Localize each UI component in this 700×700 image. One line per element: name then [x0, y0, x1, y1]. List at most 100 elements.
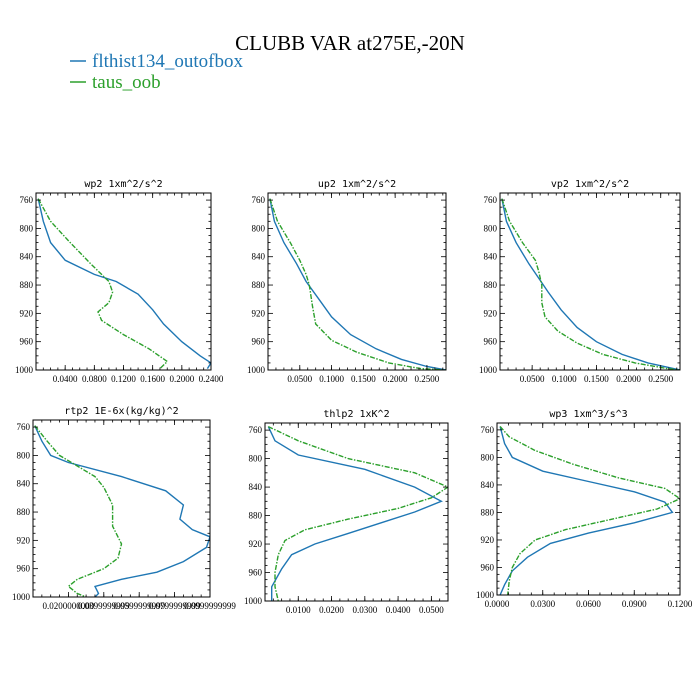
x-tick-label: 0.0200000000 [43, 601, 95, 611]
panels: wp2 1xm^2/s^2 760 800 840 880 920 960 1000 0.040… [12, 179, 693, 615]
y-tick-label: 1000 [15, 365, 34, 375]
y-tick-label: 1000 [244, 596, 263, 606]
x-tick-label: 0.1200 [668, 599, 693, 609]
y-tick-label: 880 [481, 507, 495, 517]
x-tick-label: 0.1000 [552, 374, 577, 384]
series-line-flthist134-outofbox [37, 198, 211, 369]
series-line-taus-oob [269, 198, 446, 370]
y-tick-label: 800 [484, 223, 498, 233]
legend-label-series-1: flthist134_outofbox [92, 51, 243, 72]
x-tick-label: 0.1500 [351, 374, 376, 384]
x-tick-label: 0.0500 [419, 605, 444, 615]
y-tick-label: 760 [249, 425, 263, 435]
x-tick-label: 0.2500 [648, 374, 673, 384]
legend: flthist134_outofbox taus_oob [70, 51, 243, 93]
y-tick-label: 800 [17, 450, 31, 460]
x-tick-label: 0.1600 [140, 374, 165, 384]
y-tick-label: 960 [484, 337, 498, 347]
y-tick-label: 760 [20, 195, 34, 205]
y-tick-label: 920 [481, 535, 495, 545]
plot-frame [32, 419, 211, 598]
panel-3: vp2 1xm^2/s^2 760 800 840 880 920 960 1000 0.050… [479, 179, 681, 384]
x-tick-label: 0.0900 [622, 599, 647, 609]
y-tick-label: 960 [249, 568, 263, 578]
y-tick-label: 840 [252, 252, 266, 262]
plot-frame [496, 422, 681, 596]
panel-title: thlp2 1xK^2 [323, 409, 389, 420]
x-tick-label: 0.2400 [199, 374, 224, 384]
series-line-taus-oob [34, 425, 123, 597]
panel-title: vp2 1xm^2/s^2 [551, 179, 629, 190]
x-tick-label: 0.0400 [53, 374, 78, 384]
x-tick-label: 0.2000 [616, 374, 641, 384]
series-line-flthist134-outofbox [34, 425, 210, 597]
y-tick-label: 800 [481, 452, 495, 462]
y-tick-label: 880 [17, 507, 31, 517]
x-tick-label: 0.0400 [386, 605, 411, 615]
y-tick-label: 1000 [247, 365, 266, 375]
x-tick-label: 0.0100 [286, 605, 311, 615]
x-tick-label: 0.0599999999 [113, 601, 165, 611]
legend-label-series-2: taus_oob [92, 72, 161, 93]
x-tick-label: 0.2000 [383, 374, 408, 384]
series-line-flthist134-outofbox [269, 198, 446, 370]
x-tick-label: 0.0800 [82, 374, 107, 384]
y-tick-label: 880 [20, 280, 34, 290]
figure-title: CLUBB VAR at275E,-20N [235, 31, 465, 55]
y-tick-label: 760 [252, 195, 266, 205]
y-tick-label: 840 [249, 482, 263, 492]
y-tick-label: 1000 [479, 365, 498, 375]
y-tick-label: 800 [252, 223, 266, 233]
y-tick-label: 1000 [476, 590, 495, 600]
x-tick-label: 0.0300 [530, 599, 555, 609]
x-tick-label: 0.0399999999 [78, 601, 130, 611]
y-tick-label: 920 [484, 308, 498, 318]
y-tick-label: 800 [249, 454, 263, 464]
y-tick-label: 960 [20, 337, 34, 347]
y-tick-label: 840 [17, 479, 31, 489]
series-line-taus-oob [501, 198, 680, 370]
y-tick-label: 920 [252, 308, 266, 318]
x-tick-label: 0.1500 [584, 374, 609, 384]
y-tick-label: 960 [481, 562, 495, 572]
panel-4: rtp2 1E-6x(kg/kg)^2 760 800 840 880 920 960 100… [12, 406, 236, 611]
panel-6: wp3 1xm^3/s^3 760 800 840 880 920 960 10000.000… [476, 409, 693, 609]
panel-2: up2 1xm^2/s^2 760 800 840 880 920 960 1000 0.050… [247, 179, 447, 384]
x-tick-label: 0.2000 [169, 374, 194, 384]
series-line-flthist134-outofbox [499, 426, 674, 595]
y-tick-label: 760 [17, 422, 31, 432]
x-tick-label: 0.1000 [319, 374, 344, 384]
x-tick-label: 0.0000 [485, 599, 510, 609]
series-line-flthist134-outofbox [267, 426, 443, 601]
x-tick-label: 0.0300 [352, 605, 377, 615]
y-tick-label: 920 [17, 535, 31, 545]
y-tick-label: 880 [484, 280, 498, 290]
x-tick-label: 0.2500 [415, 374, 440, 384]
y-tick-label: 920 [20, 308, 34, 318]
y-tick-label: 880 [252, 280, 266, 290]
y-tick-label: 880 [249, 511, 263, 521]
panel-title: wp3 1xm^3/s^3 [549, 409, 627, 420]
y-tick-label: 960 [17, 564, 31, 574]
x-tick-label: 0.0500 [287, 374, 312, 384]
plot-frame [264, 422, 449, 602]
x-tick-label: 0.0200 [319, 605, 344, 615]
plot-frame [499, 192, 681, 371]
x-tick-label: 0.0500 [520, 374, 545, 384]
plot-frame [267, 192, 447, 371]
panel-title: up2 1xm^2/s^2 [318, 179, 396, 190]
y-tick-label: 800 [20, 223, 34, 233]
x-tick-label: 0.0999999999 [184, 601, 236, 611]
x-tick-label: 0.1200 [111, 374, 136, 384]
series-line-taus-oob [268, 425, 448, 601]
panel-title: rtp2 1E-6x(kg/kg)^2 [64, 406, 178, 417]
panel-5: thlp2 1xK^2 760 800 840 880 920 960 1000 0.0100 0… [244, 409, 449, 615]
y-tick-label: 760 [484, 195, 498, 205]
panel-title: wp2 1xm^2/s^2 [84, 179, 162, 190]
y-tick-label: 840 [484, 252, 498, 262]
panel-1: wp2 1xm^2/s^2 760 800 840 880 920 960 1000 0.040… [15, 179, 224, 384]
y-tick-label: 840 [20, 252, 34, 262]
series-line-taus-oob [37, 198, 169, 370]
series-line-flthist134-outofbox [501, 198, 680, 370]
x-tick-label: 0.0799999999 [149, 601, 201, 611]
